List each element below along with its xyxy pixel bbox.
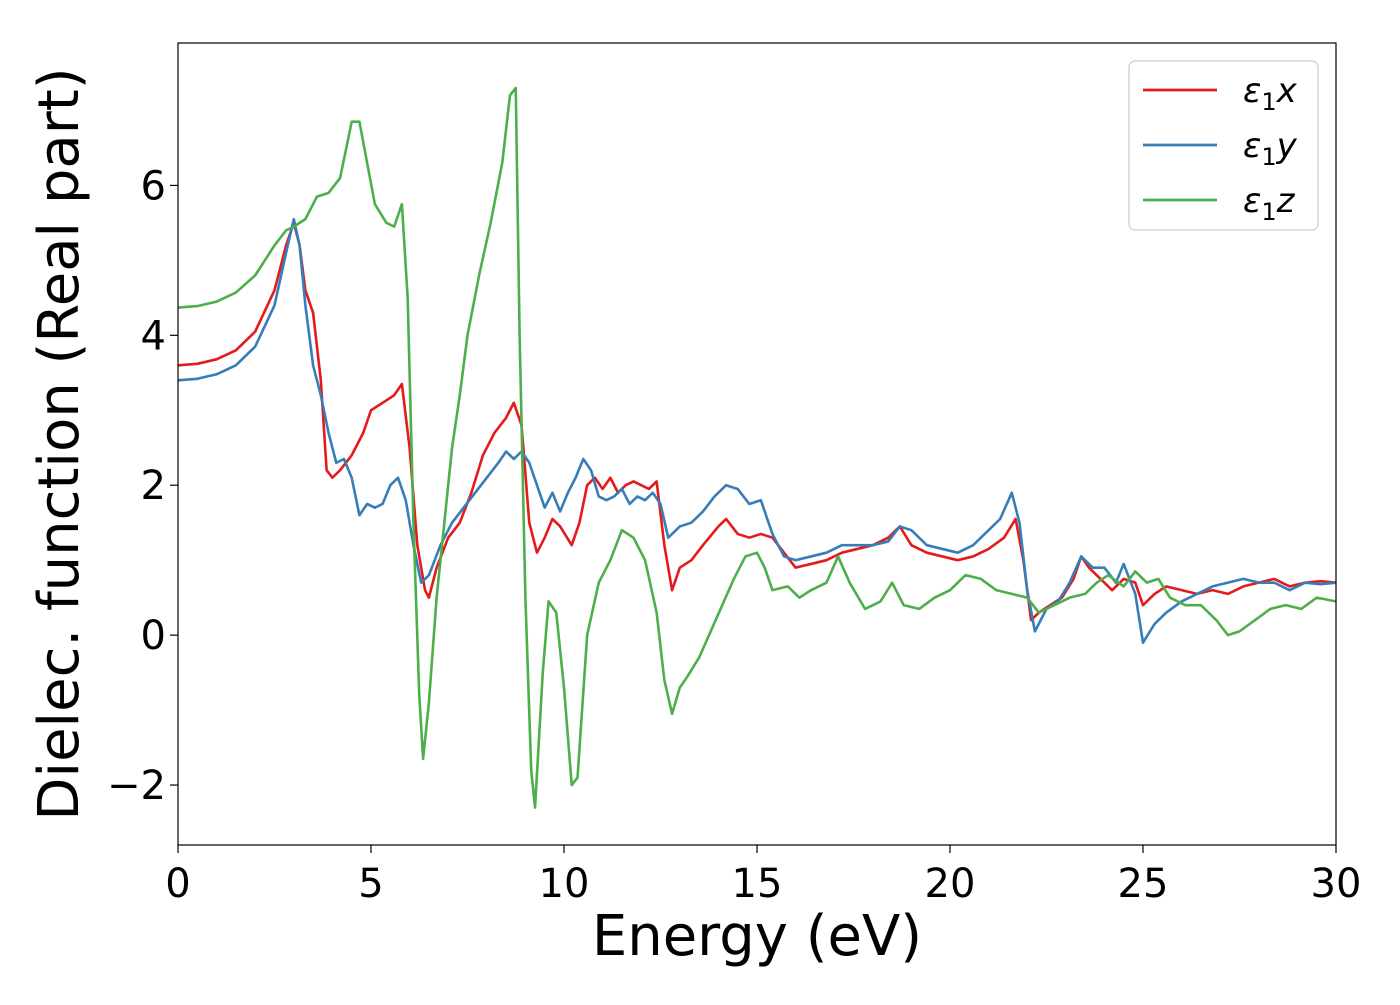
x-tick-label: 20 <box>925 861 976 907</box>
y-tick-label: −2 <box>107 763 166 809</box>
y-tick-label: 2 <box>141 463 166 509</box>
legend-label: ε1y <box>1243 126 1298 171</box>
series-layer <box>178 86 1336 809</box>
x-tick-label: 10 <box>539 861 590 907</box>
y-tick-label: 6 <box>141 163 166 209</box>
y-tick-label: 0 <box>141 613 166 659</box>
legend-label: ε1z <box>1243 181 1296 226</box>
y-axis-label: Dielec. function (Real part) <box>27 67 92 820</box>
series-line-x <box>178 221 1336 622</box>
legend-item-y: ε1y <box>1143 126 1298 171</box>
legend-item-x: ε1x <box>1143 71 1298 116</box>
y-axis: −2 0 2 4 6 <box>107 163 178 809</box>
y-tick-label: 4 <box>141 313 166 359</box>
series-line-y <box>178 217 1336 644</box>
x-axis: 0 5 10 15 20 25 30 <box>165 845 1361 907</box>
legend-item-z: ε1z <box>1143 181 1296 226</box>
legend: ε1x ε1y ε1z <box>1128 60 1319 231</box>
x-tick-label: 25 <box>1118 861 1169 907</box>
x-tick-label: 15 <box>732 861 783 907</box>
legend-label: ε1x <box>1243 71 1298 116</box>
series-line-z <box>178 86 1336 809</box>
x-tick-label: 0 <box>165 861 190 907</box>
x-tick-label: 5 <box>358 861 383 907</box>
legend-box <box>1128 60 1319 231</box>
x-tick-label: 30 <box>1311 861 1362 907</box>
x-axis-label: Energy (eV) <box>592 904 922 969</box>
